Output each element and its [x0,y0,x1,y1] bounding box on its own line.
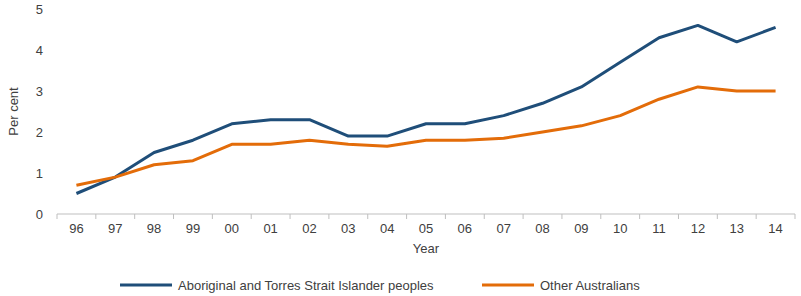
x-tick [795,214,796,219]
x-axis-line [57,214,795,215]
x-tick-label: 06 [458,221,472,236]
x-tick-label: 00 [225,221,239,236]
legend-swatch [120,284,172,287]
x-tick-label: 97 [108,221,122,236]
x-tick-label: 99 [186,221,200,236]
x-tick [639,214,640,219]
x-tick [523,214,524,219]
x-tick-label: 04 [380,221,394,236]
chart-svg: 0123459697989900010203040506070809101112… [0,0,801,296]
x-tick [561,214,562,219]
x-tick-label: 07 [496,221,510,236]
x-tick-label: 08 [535,221,549,236]
x-tick [406,214,407,219]
x-tick [57,214,58,219]
y-tick-label: 1 [36,166,43,181]
series-line [76,25,775,193]
x-tick-label: 02 [302,221,316,236]
x-tick [445,214,446,219]
x-tick-label: 03 [341,221,355,236]
y-tick-label: 5 [36,2,43,17]
y-tick-label: 3 [36,84,43,99]
x-tick-label: 13 [730,221,744,236]
x-tick [678,214,679,219]
x-tick-label: 98 [147,221,161,236]
x-tick [251,214,252,219]
x-tick-label: 12 [691,221,705,236]
x-tick-label: 11 [652,221,666,236]
x-tick [173,214,174,219]
x-tick [95,214,96,219]
x-tick [212,214,213,219]
y-tick-label: 2 [36,125,43,140]
x-tick-label: 01 [263,221,277,236]
x-tick [367,214,368,219]
x-tick [290,214,291,219]
y-tick-label: 4 [36,43,43,58]
x-tick [134,214,135,219]
legend-swatch [482,284,534,287]
x-tick-label: 14 [768,221,782,236]
x-axis-title: Year [413,241,440,256]
x-tick [600,214,601,219]
x-tick-label: 05 [419,221,433,236]
x-tick [484,214,485,219]
chart-container: 0123459697989900010203040506070809101112… [0,0,801,296]
x-tick [756,214,757,219]
legend-label: Aboriginal and Torres Strait Islander pe… [178,278,434,293]
x-tick-label: 96 [69,221,83,236]
legend-label: Other Australians [540,278,640,293]
x-tick [717,214,718,219]
y-axis-title: Per cent [6,87,21,136]
x-tick-label: 09 [574,221,588,236]
x-tick [328,214,329,219]
y-tick-label: 0 [36,207,43,222]
x-tick-label: 10 [613,221,627,236]
plot-area [76,25,775,193]
series-line [76,87,775,185]
